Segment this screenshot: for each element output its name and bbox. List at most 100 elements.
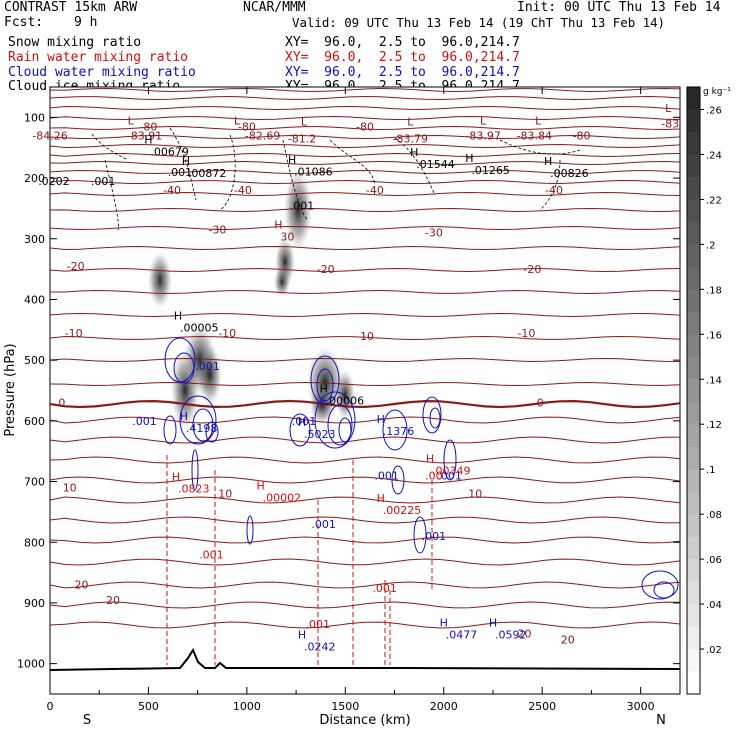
- temperature-label: -80: [356, 120, 374, 133]
- y-axis-title: Pressure (hPa): [3, 343, 18, 436]
- extremum-mark: L: [480, 114, 487, 127]
- temperature-label: -81.2: [288, 133, 316, 146]
- y-tick-label: 200: [24, 172, 45, 185]
- extremum-mark: H: [489, 616, 497, 629]
- colorbar-tick-label: .06: [706, 555, 722, 566]
- cloud-water-contour: [327, 404, 353, 446]
- colorbar-tick-label: .08: [706, 510, 722, 521]
- colorbar-step: [687, 424, 700, 448]
- temperature-label: -20: [523, 263, 541, 276]
- snow-contour: [104, 159, 119, 231]
- cloud-water-contour: [163, 415, 177, 445]
- colorbar-step: [687, 266, 700, 290]
- isotherm-line: [49, 416, 681, 424]
- colorbar-step: [687, 334, 700, 358]
- shading-blob: [148, 252, 172, 308]
- temperature-label: -10: [356, 330, 374, 343]
- isotherm-line: [49, 335, 681, 341]
- temperature-label: -20: [317, 263, 335, 276]
- extremum-mark: H: [377, 413, 385, 426]
- isotherm-line: [49, 169, 681, 175]
- init-time: Init: 00 UTC Thu 13 Feb 14: [517, 0, 721, 15]
- center-title: NCAR/MMM: [243, 0, 306, 15]
- contour-value-label: .001: [290, 199, 315, 212]
- isotherm-line: [49, 357, 681, 363]
- extremum-mark: H: [320, 383, 328, 396]
- extremum-value: .00826: [550, 167, 589, 180]
- y-tick-label: 300: [24, 233, 45, 246]
- isotherm-line: [49, 476, 681, 484]
- extremum-value: .00349: [432, 464, 471, 477]
- snow-contour: [91, 133, 129, 161]
- fcst-label: Fcst:: [4, 15, 44, 30]
- isotherm-line: [49, 312, 681, 318]
- contour-value-label: .001: [422, 530, 447, 543]
- colorbar-tick-label: .12: [706, 420, 722, 431]
- cloud-water-contour: [391, 465, 405, 495]
- extremum-mark: H: [410, 146, 418, 159]
- extremum-value: .01265: [471, 164, 510, 177]
- colorbar-step: [687, 244, 700, 268]
- temperature-label: -83.91: [127, 130, 162, 143]
- x-axis-title: Distance (km): [319, 713, 410, 728]
- colorbar-step: [687, 131, 700, 155]
- temperature-label: -30: [425, 227, 443, 240]
- cloud-water-contour: [205, 421, 219, 443]
- extremum-value: .0242: [304, 640, 336, 653]
- temperature-label: 10: [218, 488, 232, 501]
- colorbar-step: [687, 87, 700, 110]
- temperature-label: 20: [75, 579, 89, 592]
- colorbar-tick-label: .1: [706, 465, 716, 476]
- field-name-snow: Snow mixing ratio: [8, 35, 142, 50]
- isotherm-line: [49, 191, 681, 197]
- temperature-label: -80: [238, 120, 256, 133]
- extremum-mark: H: [544, 155, 552, 168]
- temperature-label: -40: [163, 184, 181, 197]
- extremum-value: .00005: [180, 322, 219, 335]
- x-tick-label: 0: [47, 700, 54, 713]
- isotherm-line: [49, 399, 681, 409]
- extremum-mark: L: [234, 114, 241, 127]
- extremum-value: .1376: [383, 425, 415, 438]
- extremum-value: .00679: [150, 146, 189, 159]
- colorbar-tick-label: .24: [706, 150, 722, 161]
- extremum-value: .00006: [326, 395, 365, 408]
- isotherm-line: [49, 152, 681, 158]
- colorbar-step: [687, 604, 700, 628]
- temperature-label: -83.84: [517, 130, 552, 143]
- orientation-south: S: [83, 713, 91, 728]
- y-tick-label: 1000: [17, 658, 45, 671]
- cloud-water-contour: [422, 396, 442, 434]
- y-tick-label: 800: [24, 536, 45, 549]
- extremum-mark: H: [377, 492, 385, 505]
- contour-value-label: .001: [311, 518, 336, 531]
- cloud-water-contour: [316, 368, 334, 402]
- snow-contour: [539, 159, 561, 211]
- shading-blob: [274, 267, 290, 297]
- colorbar-step: [687, 176, 700, 200]
- snow-contour: [394, 137, 436, 196]
- y-tick-label: 400: [24, 293, 45, 306]
- x-tick-label: 1500: [331, 700, 359, 713]
- isotherm-line: [49, 581, 681, 589]
- colorbar-step: [687, 221, 700, 245]
- colorbar-step: [687, 446, 700, 470]
- temperature-label: -82.69: [245, 130, 280, 143]
- isotherm-line: [49, 245, 681, 251]
- isotherm-line: [49, 87, 681, 93]
- colorbar-tick-label: .2: [706, 240, 716, 251]
- colorbar-tick-label: .04: [706, 600, 722, 611]
- temperature-label: -80: [573, 130, 591, 143]
- cloud-water-contour: [314, 391, 356, 449]
- field-xy-cloud-water: XY= 96.0, 2.5 to 96.0,214.7: [285, 65, 520, 80]
- extremum-value: 30: [280, 231, 294, 244]
- field-xy-rain: XY= 96.0, 2.5 to 96.0,214.7: [285, 50, 520, 65]
- extremum-value: .0592: [495, 628, 527, 641]
- extremum-mark: H: [180, 410, 188, 423]
- valid-time: Valid: 09 UTC Thu 13 Feb 14 (19 ChT Thu …: [292, 15, 665, 30]
- contour-value-label: .001: [374, 469, 399, 482]
- colorbar-step: [687, 626, 700, 650]
- contour-value-label: .001: [168, 166, 193, 179]
- cloud-water-contour: [310, 355, 340, 405]
